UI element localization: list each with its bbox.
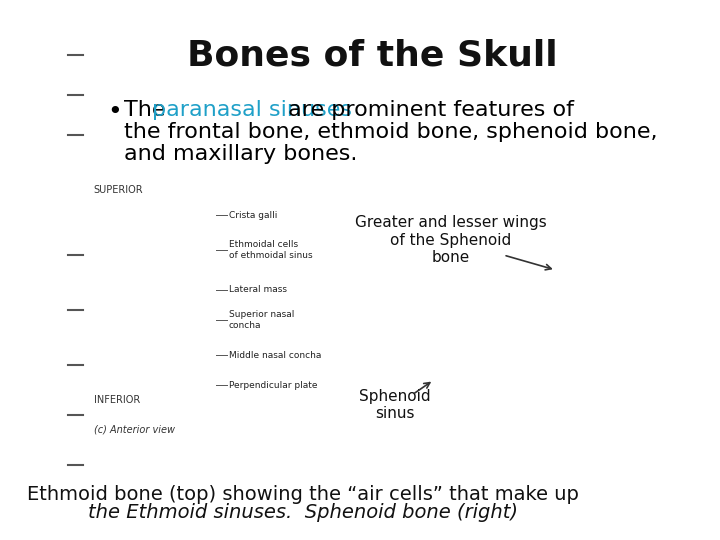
Text: the Ethmoid sinuses.  Sphenoid bone (right): the Ethmoid sinuses. Sphenoid bone (righ… [88,503,518,522]
Text: Lateral mass: Lateral mass [229,286,287,294]
Text: Superior nasal
concha: Superior nasal concha [229,310,294,330]
Text: (c) Anterior view: (c) Anterior view [94,425,175,435]
Text: •: • [107,100,122,124]
Text: Sphenoid
sinus: Sphenoid sinus [359,389,431,421]
Text: Bones of the Skull: Bones of the Skull [187,38,558,72]
Text: Middle nasal concha: Middle nasal concha [229,350,321,360]
Text: Ethmoidal cells
of ethmoidal sinus: Ethmoidal cells of ethmoidal sinus [229,240,312,260]
Text: Greater and lesser wings
of the Sphenoid
bone: Greater and lesser wings of the Sphenoid… [355,215,547,265]
Text: paranasal sinuses: paranasal sinuses [152,100,352,120]
Text: The: The [125,100,173,120]
Text: SUPERIOR: SUPERIOR [94,185,143,195]
Text: the frontal bone, ethmoid bone, sphenoid bone,: the frontal bone, ethmoid bone, sphenoid… [125,122,658,142]
Text: and maxillary bones.: and maxillary bones. [125,144,358,164]
Text: Perpendicular plate: Perpendicular plate [229,381,318,389]
Text: Ethmoid bone (top) showing the “air cells” that make up: Ethmoid bone (top) showing the “air cell… [27,485,579,504]
Text: INFERIOR: INFERIOR [94,395,140,405]
Text: Crista galli: Crista galli [229,211,277,219]
Text: are prominent features of: are prominent features of [281,100,574,120]
